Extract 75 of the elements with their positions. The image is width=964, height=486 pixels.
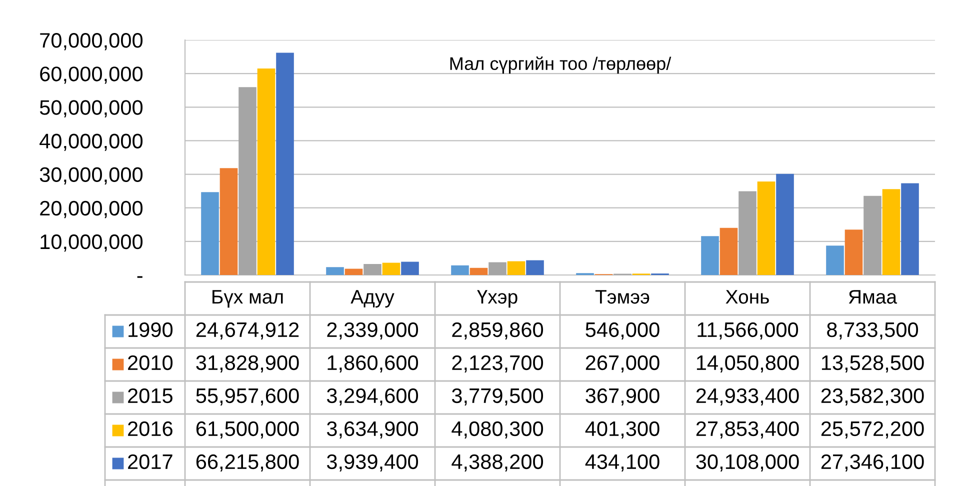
data-label: 13,528,500 [822,355,924,373]
y-tick-label: 40,000,000 [40,134,143,151]
data-label: 25,572,200 [821,421,924,439]
bar [864,196,882,275]
data-label: 30,108,000 [696,454,799,472]
data-label: 27,346,100 [821,454,924,472]
bar [844,230,863,275]
bar [401,262,419,275]
data-label: 2,859,860 [452,322,544,340]
data-label: 3,939,400 [326,454,418,472]
data-label: 546,000 [586,322,660,340]
y-tick-label: 30,000,000 [40,167,143,184]
bar [776,174,794,275]
bar [451,265,469,275]
bar [257,68,276,275]
data-label: 3,779,500 [452,388,544,406]
data-label: 1,860,600 [328,355,418,373]
x-tick-label: Бүх мал [212,290,283,308]
bar [382,262,400,275]
bar [488,262,506,275]
bar [526,260,544,275]
data-label: 3,294,600 [326,388,418,406]
bar [738,191,756,275]
bar [220,168,238,275]
data-label: 2,123,700 [452,355,544,373]
bar [276,52,294,275]
data-label: 4,080,300 [452,421,544,439]
data-label: 31,828,900 [196,355,299,373]
data-label: 401,300 [585,421,660,439]
legend-label: 1990 [128,322,173,338]
data-label: 23,582,300 [821,388,924,406]
data-label: 61,500,000 [196,421,299,439]
bar [757,181,776,275]
data-label: 66,215,800 [196,454,299,472]
y-tick-label: 70,000,000 [40,33,143,50]
data-label: 3,634,900 [326,421,418,439]
data-label: 24,674,912 [196,322,299,340]
data-label: 267,000 [586,355,660,373]
x-tick-label: Ямаа [848,290,898,304]
bar [201,192,219,275]
x-tick-label: Үхэр [477,290,518,308]
bar [901,183,919,275]
bar [882,189,900,275]
text: Мал сүргийн тоо /төрлөөр/ [450,56,672,74]
data-label: 27,853,400 [696,421,799,439]
legend-label: 2010 [128,355,173,370]
data-label: 8,733,500 [827,322,918,340]
legend-label: 2015 [128,388,172,404]
bar [326,267,344,275]
bar [701,236,719,275]
y-tick-label: 10,000,000 [40,234,143,252]
x-tick-label: Адуу [350,290,394,308]
bar [238,87,256,275]
data-label: 434,100 [585,454,660,472]
data-label: 367,900 [586,388,660,406]
y-tick-label: 60,000,000 [40,66,143,84]
bar [507,261,526,275]
y-tick-label: 20,000,000 [40,200,143,218]
bar [364,264,382,275]
data-label: 4,388,200 [452,454,544,472]
x-tick-label: Тэмээ [595,290,650,304]
legend-label: 2016 [128,421,172,436]
bar [826,246,844,275]
bar [720,228,738,275]
y-tick-label: - [137,276,142,278]
data-label: 11,566,000 [698,322,798,340]
legend-label: 2017 [128,454,172,470]
data-label: 14,050,800 [696,355,799,373]
bar [470,268,488,275]
x-tick-label: Хонь [726,290,769,304]
bar [344,268,363,275]
data-label: 2,339,000 [327,322,418,340]
y-tick-label: 50,000,000 [40,100,143,118]
data-label: 24,933,400 [696,388,799,406]
data-label: 55,957,600 [196,388,299,406]
